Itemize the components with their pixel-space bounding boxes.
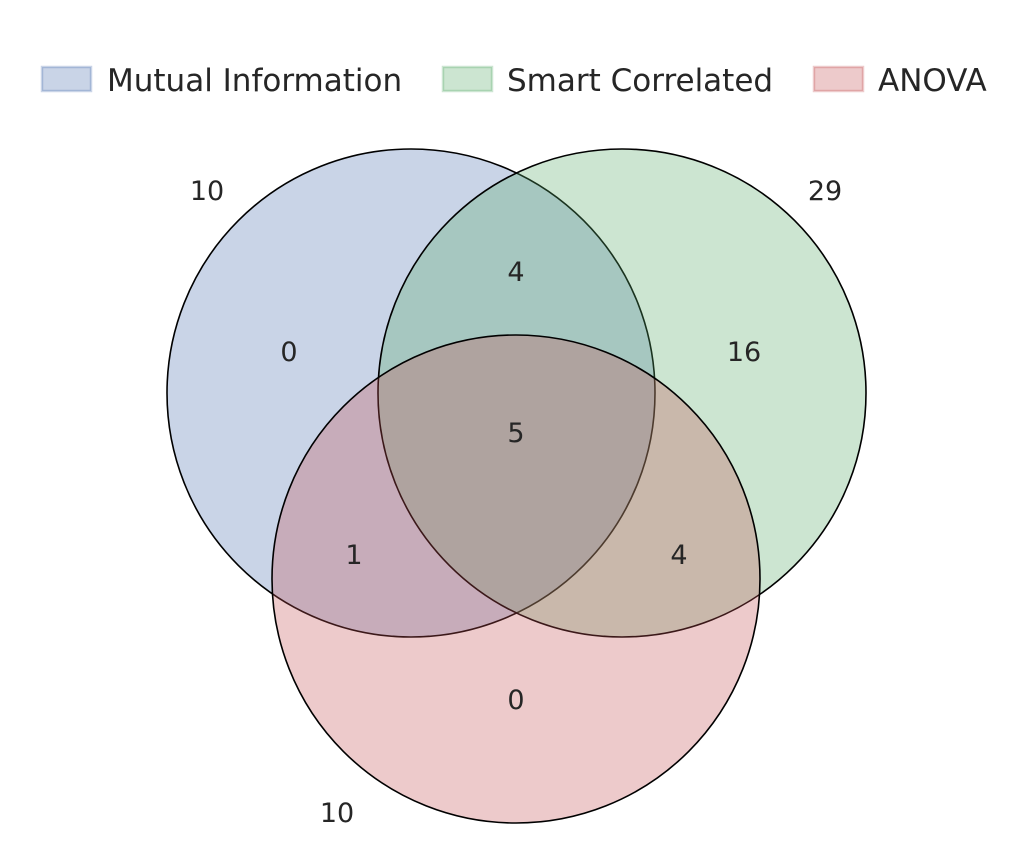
total-anova: 10 bbox=[320, 798, 354, 829]
legend-swatch-anova bbox=[812, 65, 865, 93]
legend-swatch-smart-correlated bbox=[441, 65, 494, 93]
legend-label-anova: ANOVA bbox=[878, 63, 987, 99]
region-anova-only: 0 bbox=[507, 685, 524, 716]
region-all-three: 5 bbox=[507, 418, 524, 449]
region-sc-anova: 4 bbox=[670, 540, 687, 571]
region-mi-only: 0 bbox=[280, 337, 297, 368]
circle-anova bbox=[271, 334, 761, 824]
total-mutual-information: 10 bbox=[190, 176, 224, 207]
legend: Mutual Information Smart Correlated ANOV… bbox=[40, 63, 987, 99]
region-mi-sc: 4 bbox=[507, 257, 524, 288]
circle-mutual-information bbox=[166, 148, 656, 638]
set-totals: 10 29 10 bbox=[190, 176, 842, 829]
legend-label-smart-correlated: Smart Correlated bbox=[507, 63, 773, 99]
legend-swatch-mutual-information bbox=[40, 65, 93, 93]
total-smart-correlated: 29 bbox=[808, 176, 842, 207]
region-sc-only: 16 bbox=[727, 337, 761, 368]
venn-circles bbox=[166, 148, 867, 824]
legend-label-mutual-information: Mutual Information bbox=[107, 63, 402, 99]
region-counts: 0 16 0 4 1 4 5 bbox=[280, 257, 761, 716]
circle-smart-correlated bbox=[377, 148, 867, 638]
region-mi-anova: 1 bbox=[345, 540, 362, 571]
